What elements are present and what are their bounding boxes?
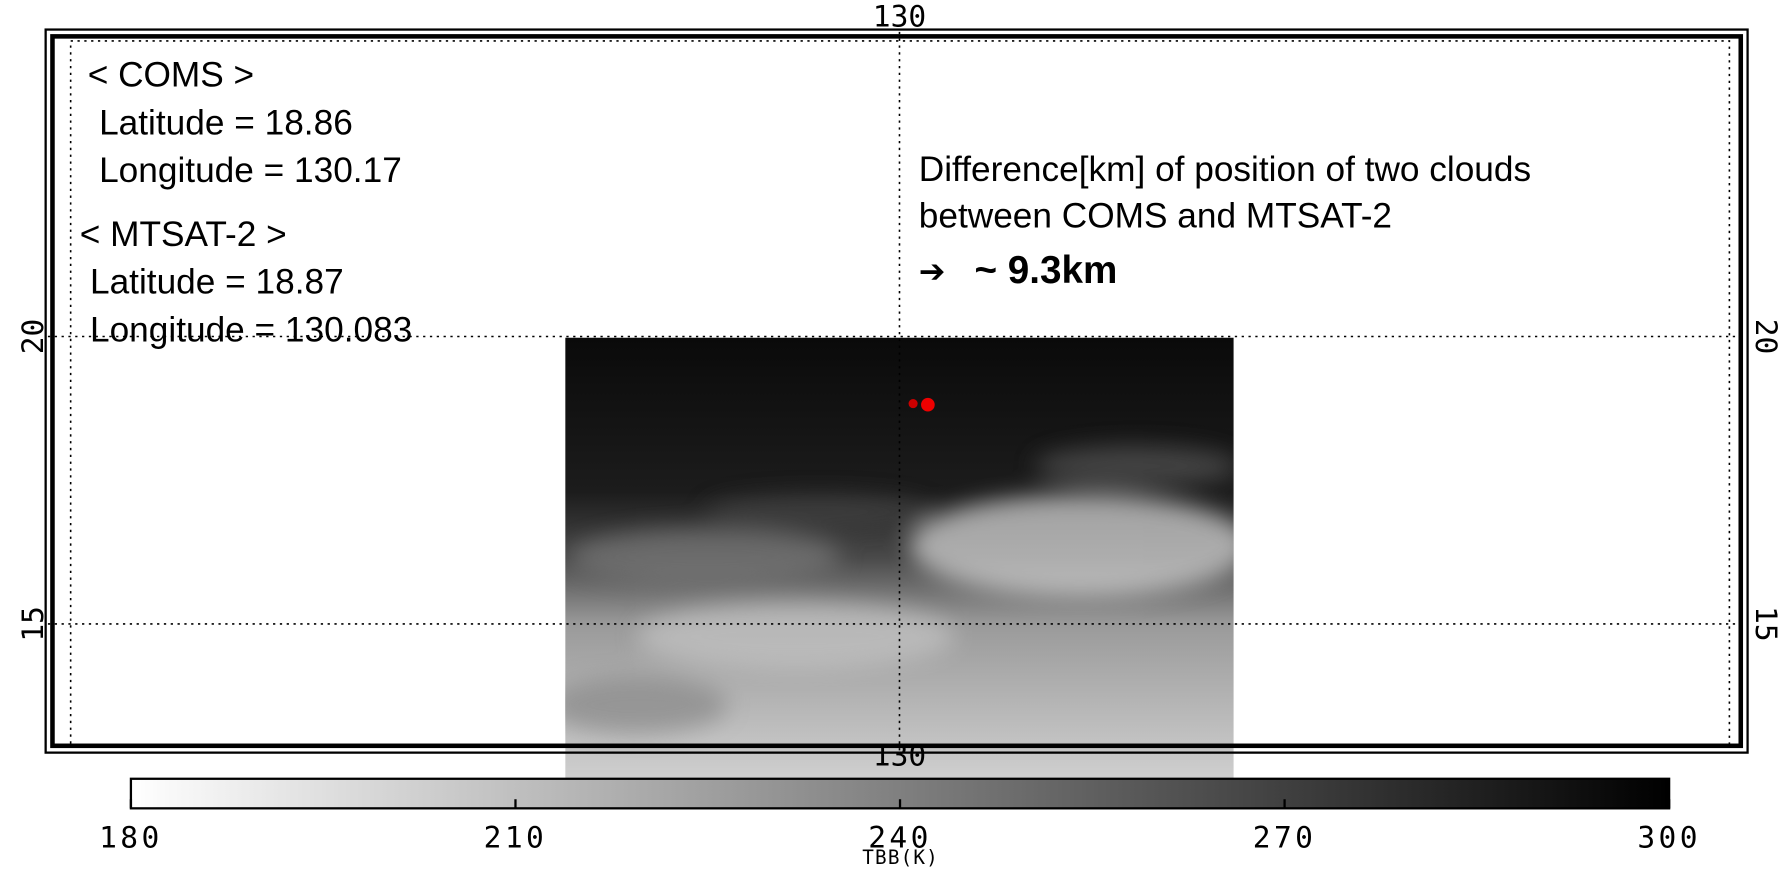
mtsat-cloud-dot — [921, 397, 935, 412]
colorbar-tick-label: 300 — [1637, 821, 1701, 855]
colorbar-tick-label: 210 — [484, 821, 548, 855]
map-ticks: 130 130 20 20 15 15 — [16, 0, 1783, 773]
lat-tick-label: 20 — [16, 319, 50, 355]
colorbar-tick-label: 240 — [868, 821, 932, 855]
lat-tick-label: 20 — [1749, 319, 1783, 355]
satellite-image — [565, 337, 1234, 779]
colorbar-label: TBB(K) — [862, 846, 939, 869]
coms-cloud-dot — [908, 399, 918, 409]
lat-tick-label: 15 — [16, 606, 50, 642]
difference-result: ~ 9.3km — [974, 249, 1117, 292]
colorbar-tick-label: 270 — [1253, 821, 1317, 855]
difference-line1: Difference[km] of position of two clouds — [919, 150, 1531, 189]
map-frame-inner — [50, 34, 1744, 749]
coms-longitude: Longitude = 130.17 — [99, 151, 402, 190]
colorbar-ticks: 180 210 240 270 300 — [99, 799, 1701, 855]
difference-arrow: ➔ — [919, 252, 946, 290]
lon-tick-label: 130 — [873, 0, 926, 34]
mtsat-title: < MTSAT-2 > — [80, 215, 287, 254]
mtsat-longitude: Longitude = 130.083 — [90, 310, 412, 349]
coms-title: < COMS > — [88, 56, 254, 95]
lat-tick-label: 15 — [1749, 606, 1783, 642]
lon-tick-label: 130 — [873, 739, 926, 773]
coms-latitude: Latitude = 18.86 — [99, 103, 353, 142]
colorbar-tick-label: 180 — [99, 821, 163, 855]
mtsat-latitude: Latitude = 18.87 — [90, 263, 344, 302]
difference-line2: between COMS and MTSAT-2 — [919, 197, 1392, 236]
map-frame — [44, 28, 1749, 754]
